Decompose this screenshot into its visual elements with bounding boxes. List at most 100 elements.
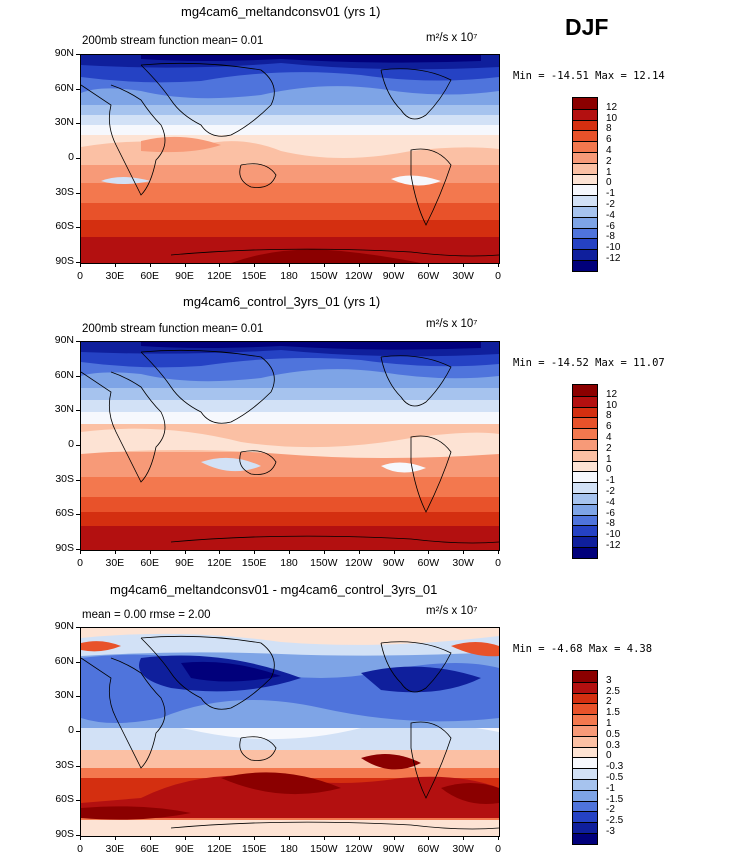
lat-tick-label: 90N <box>54 47 74 59</box>
colorbar <box>572 384 598 559</box>
lon-tick-label: 150E <box>241 557 267 569</box>
colorbar-level-label: 8 <box>606 123 612 135</box>
colorbar-swatch <box>573 514 597 526</box>
colorbar-level-label: 4 <box>606 145 612 156</box>
lon-tick-label: 60W <box>417 557 440 569</box>
colorbar-swatch <box>573 768 597 779</box>
panel-left-note: mean = 0.00 rmse = 2.00 <box>82 609 211 621</box>
colorbar-swatch <box>573 417 597 429</box>
colorbar-swatch <box>573 385 597 396</box>
lat-tick-label: 0 <box>68 724 74 736</box>
contour-map <box>80 627 500 837</box>
lon-tick-label: 60E <box>140 843 159 855</box>
units-label: m²/s x 10⁷ <box>426 32 478 44</box>
lat-tick-mark <box>76 227 80 229</box>
colorbar-swatch <box>573 832 597 844</box>
colorbar-level-label: 4 <box>606 432 612 443</box>
colorbar-swatch <box>573 789 597 801</box>
lat-tick-mark <box>76 627 80 628</box>
units-label: m²/s x 10⁷ <box>426 318 478 330</box>
lon-tick-mark <box>184 836 186 840</box>
lon-tick-label: 60E <box>140 270 159 282</box>
lon-tick-label: 90E <box>175 843 194 855</box>
lon-tick-label: 30E <box>105 557 125 569</box>
lat-tick-mark <box>76 479 80 481</box>
colorbar-level-label: 12 <box>606 101 618 113</box>
lat-tick-label: 30N <box>54 116 74 129</box>
colorbar-swatch <box>573 735 597 747</box>
lon-tick-label: 120E <box>207 843 232 855</box>
lon-tick-mark <box>149 263 151 267</box>
contour-map <box>80 54 500 264</box>
colorbar-level-label: 1.5 <box>606 707 620 719</box>
lon-tick-mark <box>219 836 221 840</box>
colorbar-level-label: 8 <box>606 410 612 422</box>
colorbar-swatch <box>573 546 597 558</box>
lon-tick-mark <box>358 263 360 267</box>
colorbar-swatch <box>573 259 597 271</box>
lat-tick-mark <box>76 192 80 194</box>
lat-tick-label: 0 <box>68 438 74 450</box>
lon-tick-label: 180 <box>280 270 298 282</box>
lon-tick-label: 30E <box>105 270 125 282</box>
lat-tick-label: 30S <box>55 185 74 198</box>
lat-tick-mark <box>76 549 80 550</box>
lon-tick-mark <box>289 263 290 267</box>
colorbar-level-label: -4 <box>606 209 615 221</box>
lon-tick-mark <box>463 836 465 840</box>
colorbar-swatch <box>573 671 597 682</box>
lon-tick-mark <box>80 263 81 267</box>
lon-tick-label: 90W <box>382 557 405 569</box>
lon-tick-label: 90E <box>175 557 194 569</box>
lon-tick-mark <box>184 550 186 554</box>
colorbar-swatch <box>573 428 597 439</box>
colorbar-level-label: 2.5 <box>606 685 620 697</box>
contour-field <box>81 342 499 550</box>
lon-tick-label: 90E <box>175 270 194 282</box>
colorbar-swatch <box>573 438 597 450</box>
colorbar-level-label: 10 <box>606 112 618 124</box>
lon-tick-label: 0 <box>77 270 83 282</box>
lon-tick-mark <box>254 550 256 554</box>
lat-tick-mark <box>76 514 80 516</box>
lat-tick-label: 30N <box>54 689 74 702</box>
lat-tick-label: 60N <box>54 654 74 667</box>
colorbar-swatch <box>573 471 597 483</box>
colorbar-swatch <box>573 249 597 260</box>
contour-field <box>81 55 499 263</box>
lat-tick-label: 60N <box>54 81 74 94</box>
contour-map <box>80 341 500 551</box>
colorbar-swatch <box>573 130 597 142</box>
lon-tick-mark <box>428 836 430 840</box>
lat-tick-mark <box>76 765 80 767</box>
colorbar <box>572 670 598 845</box>
lon-tick-mark <box>219 263 221 267</box>
colorbar-level-label: -6 <box>606 507 615 519</box>
lat-tick-mark <box>76 341 80 342</box>
lat-tick-label: 30S <box>55 472 74 485</box>
lat-tick-mark <box>76 696 80 698</box>
colorbar-level-label: 0 <box>606 177 612 189</box>
colorbar-swatch <box>573 482 597 493</box>
lon-tick-mark <box>184 263 186 267</box>
lon-tick-mark <box>393 263 395 267</box>
colorbar-swatch <box>573 173 597 185</box>
colorbar-swatch <box>573 460 597 472</box>
lon-tick-label: 90W <box>382 270 405 282</box>
colorbar-level-label: 2 <box>606 155 612 167</box>
lat-tick-label: 60S <box>55 507 74 520</box>
colorbar-swatch <box>573 714 597 725</box>
colorbar-level-label: -10 <box>606 242 621 254</box>
colorbar-level-label: 0 <box>606 464 612 476</box>
colorbar-level-label: -10 <box>606 529 621 541</box>
colorbar-swatch <box>573 724 597 736</box>
lon-tick-label: 120W <box>344 557 373 569</box>
lon-tick-mark <box>149 550 151 554</box>
colorbar-swatch <box>573 536 597 547</box>
colorbar-level-label: -8 <box>606 518 615 530</box>
lon-tick-mark <box>463 263 465 267</box>
colorbar-level-label: 6 <box>606 421 612 433</box>
colorbar-level-label: 1 <box>606 453 612 465</box>
lon-tick-label: 150W <box>310 557 338 569</box>
lon-tick-label: 30W <box>452 557 474 569</box>
